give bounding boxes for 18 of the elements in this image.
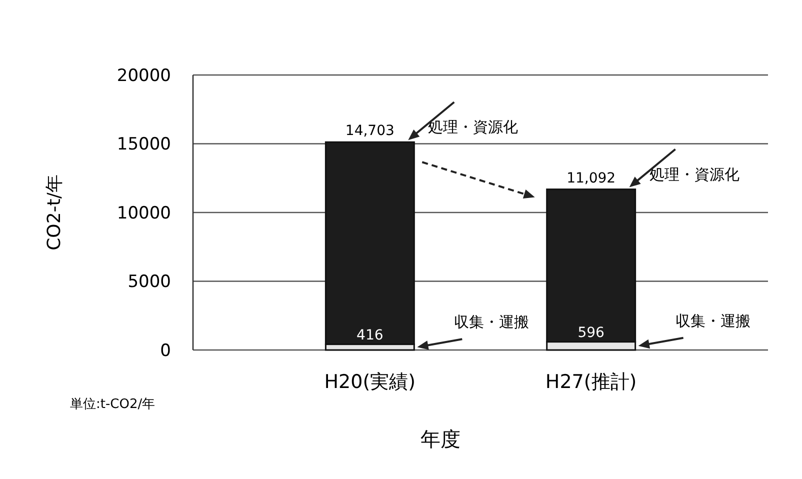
legend-label: 処理・資源化 (428, 118, 518, 136)
data-label: 14,703 (345, 123, 394, 140)
y-tick-label: 20000 (116, 66, 171, 86)
y-tick-label: 15000 (116, 134, 171, 155)
text: 収集・運搬 (675, 312, 750, 330)
y-tick-label: 0 (160, 340, 171, 361)
x-tick-label: H27(推計) (545, 371, 637, 393)
data-label: 596 (578, 324, 605, 341)
data-label: 416 (356, 327, 384, 344)
y-tick-label: 10000 (116, 203, 171, 224)
x-axis-title: 年度 (420, 427, 460, 451)
data-label: 11,092 (566, 170, 616, 186)
y-tick-label: 5000 (128, 272, 171, 292)
text: 処理・資源化 (649, 165, 740, 184)
series-label: 収集・運搬 (454, 313, 530, 332)
text: 単位:t-CO2/年 (70, 397, 156, 412)
y-axis-title: CO2-t/年 (44, 174, 65, 250)
x-tick-label: H20(実績) (324, 371, 416, 393)
